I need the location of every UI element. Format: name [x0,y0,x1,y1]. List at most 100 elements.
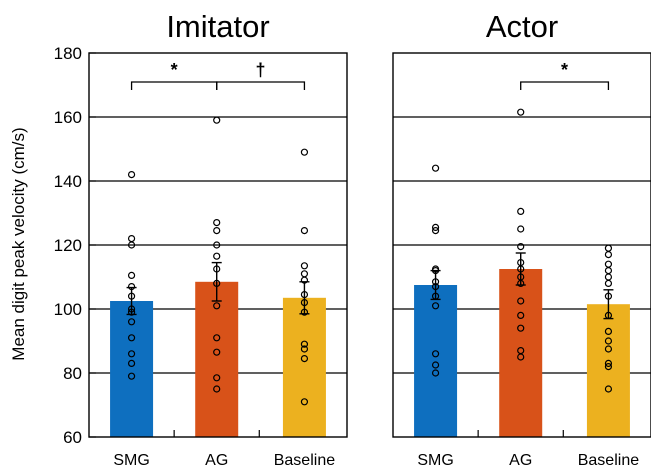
data-point [300,345,309,353]
data-point [604,359,613,367]
data-point [127,305,136,313]
y-tick-label: 140 [54,172,82,191]
data-point [431,278,440,286]
significance-label: * [561,60,568,80]
data-point [300,340,309,348]
panel-title: Actor [486,9,558,44]
data-point [604,363,613,371]
data-point [604,251,613,259]
panel-title: Imitator [166,9,269,44]
data-point [300,262,309,270]
data-point [431,361,440,369]
data-point [604,345,613,353]
data-point [517,311,525,319]
data-point [213,116,221,124]
data-point [604,311,613,319]
data-point [127,292,136,300]
bracket-line [520,81,610,90]
bracket-line [216,81,306,90]
panel-imitator: Imitator SMG AG Baseline * † [88,9,348,469]
bar-baseline [586,304,630,437]
data-point [213,252,221,260]
data-point [213,348,221,356]
data-point [213,279,221,287]
plot-frame [392,52,651,438]
y-tick-label: 100 [54,300,82,319]
y-tick-label: 80 [63,364,82,383]
x-tick-label: Baseline [274,452,335,469]
data-point [431,350,440,358]
data-point [127,334,136,342]
data-point [431,369,440,377]
y-tick-label: 120 [54,236,82,255]
bar-smg [110,301,154,437]
data-point [604,267,613,275]
data-point [604,260,613,268]
data-point [604,337,613,345]
data-point [213,219,221,227]
data-point [127,372,136,380]
data-point [431,164,440,172]
x-tick-label: Baseline [578,452,639,469]
data-point [300,276,309,284]
data-point [517,225,525,233]
data-point [213,302,221,310]
data-point [300,308,309,316]
data-point [213,385,221,393]
data-point [517,108,525,116]
bar-smg [414,285,458,437]
data-point [300,398,309,406]
data-point [213,265,221,273]
data-point [604,327,613,335]
data-point [127,359,136,367]
data-point [604,244,613,252]
data-point [300,148,309,156]
bar-baseline [282,297,326,437]
data-point [300,299,309,307]
bracket-line [130,81,218,90]
y-axis: 60 80 100 120 140 160 180 [54,44,96,447]
data-point [127,235,136,243]
significance-bracket [520,81,610,90]
data-point [213,374,221,382]
data-point [604,279,613,287]
data-point [213,227,221,235]
data-point [431,267,440,275]
data-point [300,355,309,363]
data-point [517,243,525,251]
data-point [300,270,309,278]
bar-ag [195,281,239,437]
error-bar [211,261,222,302]
significance-label: * [171,60,178,80]
y-tick-label: 180 [54,44,82,63]
data-point [517,279,525,287]
data-point [127,350,136,358]
data-point [604,292,613,300]
significance-bracket [216,81,306,90]
y-axis-label: Mean digit peak velocity (cm/s) [9,127,28,360]
x-tick-label: AG [509,452,532,469]
panel-actor: Actor SMG AG Baseline * [392,9,651,469]
x-tick-label: SMG [417,452,453,469]
data-point [431,223,440,231]
data-point [127,241,136,249]
data-point [431,302,440,310]
significance-bracket [130,81,218,90]
panels: Imitator SMG AG Baseline * † Actor SMG AG Baselin… [54,9,651,469]
data-point [127,171,136,179]
x-tick-label: AG [205,452,228,469]
data-point [517,324,525,332]
data-point [431,283,440,291]
data-point [300,291,309,299]
significance-label: † [256,60,266,80]
data-point [517,207,525,215]
data-point [300,227,309,235]
data-point [213,334,221,342]
data-point [127,283,136,291]
data-point [604,385,613,393]
bar-ag [499,269,543,437]
data-point [517,265,525,273]
y-tick-label: 60 [63,428,82,447]
data-point [127,271,136,279]
y-tick-label: 160 [54,108,82,127]
